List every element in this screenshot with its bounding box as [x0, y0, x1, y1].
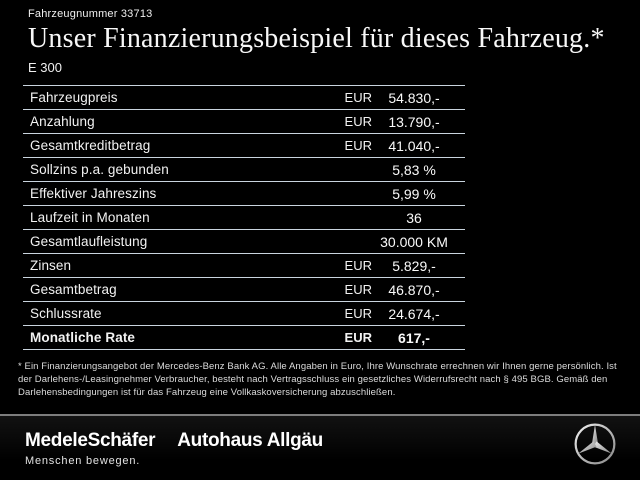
row-label: Sollzins p.a. gebunden: [30, 162, 169, 177]
footer-bar: MedeleSchäfer Autohaus Allgäu Menschen b…: [0, 416, 640, 480]
row-currency: EUR: [344, 138, 372, 153]
row-value: 30.000 KM: [380, 233, 448, 250]
row-value: 5,83 %: [392, 161, 436, 178]
table-row: Schlussrate EUR 24.674,-: [23, 301, 465, 325]
legal-footnote: * Ein Finanzierungsangebot der Mercedes-…: [18, 361, 617, 398]
dealer-tagline: Menschen bewegen.: [25, 455, 141, 467]
row-value: 36: [406, 209, 422, 226]
page-title: Unser Finanzierungsbeispiel für dieses F…: [28, 23, 605, 54]
row-value: 54.830,-: [388, 89, 440, 106]
table-row: Effektiver Jahreszins 5,99 %: [23, 181, 465, 205]
table-row: Gesamtlaufleistung 30.000 KM: [23, 229, 465, 253]
header: Fahrzeugnummer 33713 Unser Finanzierungs…: [28, 8, 630, 75]
mercedes-star-icon: [573, 422, 617, 466]
row-value: 5,99 %: [392, 185, 436, 202]
vehicle-number: Fahrzeugnummer 33713: [28, 8, 153, 20]
row-value: 41.040,-: [388, 137, 440, 154]
row-label: Fahrzeugpreis: [30, 90, 118, 105]
row-currency: EUR: [344, 330, 372, 345]
table-row: Zinsen EUR 5.829,-: [23, 253, 465, 277]
financing-table: Fahrzeugpreis EUR 54.830,- Anzahlung EUR…: [23, 85, 465, 350]
dealer-logo-medele-schaefer: MedeleSchäfer: [25, 430, 156, 451]
footer-divider: [0, 414, 640, 416]
row-currency: EUR: [344, 114, 372, 129]
table-row: Sollzins p.a. gebunden 5,83 %: [23, 157, 465, 181]
row-label: Gesamtlaufleistung: [30, 234, 148, 249]
row-label: Zinsen: [30, 258, 72, 273]
row-label: Gesamtkreditbetrag: [30, 138, 151, 153]
row-label: Monatliche Rate: [30, 330, 136, 345]
dealer-block: MedeleSchäfer Autohaus Allgäu Menschen b…: [25, 430, 323, 467]
row-value: 5.829,-: [392, 257, 436, 274]
row-currency: EUR: [344, 306, 372, 321]
table-row: Gesamtbetrag EUR 46.870,-: [23, 277, 465, 301]
table-row: Laufzeit in Monaten 36: [23, 205, 465, 229]
dealer-logos: MedeleSchäfer Autohaus Allgäu: [25, 430, 323, 452]
row-currency: EUR: [344, 282, 372, 297]
row-value: 24.674,-: [388, 305, 440, 322]
row-value: 617,-: [398, 329, 430, 346]
dealer-logo-autohaus-allgaeu: Autohaus Allgäu: [177, 430, 323, 451]
table-row-monthly-rate: Monatliche Rate EUR 617,-: [23, 325, 465, 349]
row-label: Gesamtbetrag: [30, 282, 117, 297]
row-value: 13.790,-: [388, 113, 440, 130]
table-row: Fahrzeugpreis EUR 54.830,-: [23, 85, 465, 109]
row-label: Effektiver Jahreszins: [30, 186, 157, 201]
table-row: Anzahlung EUR 13.790,-: [23, 109, 465, 133]
vehicle-model: E 300: [28, 60, 62, 75]
row-label: Anzahlung: [30, 114, 95, 129]
table-row: Gesamtkreditbetrag EUR 41.040,-: [23, 133, 465, 157]
row-currency: EUR: [344, 90, 372, 105]
row-value: 46.870,-: [388, 281, 440, 298]
row-label: Laufzeit in Monaten: [30, 210, 150, 225]
row-label: Schlussrate: [30, 306, 102, 321]
row-currency: EUR: [344, 258, 372, 273]
